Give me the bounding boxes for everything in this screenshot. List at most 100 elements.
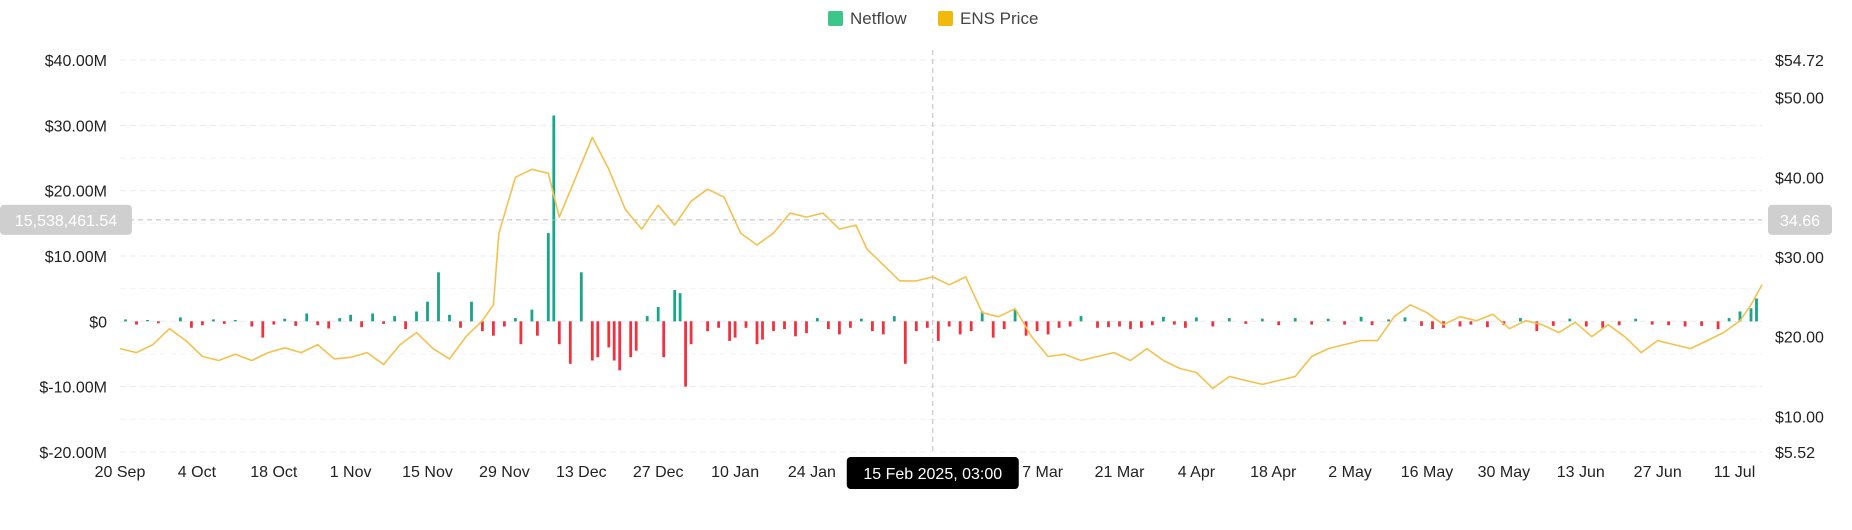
netflow-bar (706, 321, 709, 331)
netflow-bar (1080, 316, 1083, 321)
netflow-bar (349, 315, 352, 322)
x-tick-label: 4 Apr (1178, 464, 1216, 481)
netflow-bar (596, 321, 599, 357)
netflow-bar (234, 320, 237, 321)
grid-lines (120, 60, 1762, 452)
netflow-bar (1470, 321, 1473, 324)
y-left-tick-label: $40.00M (45, 53, 107, 70)
netflow-bar (1750, 308, 1753, 321)
netflow-bar (629, 321, 632, 357)
netflow-bar (1700, 321, 1703, 326)
netflow-bar (1717, 321, 1720, 329)
netflow-bar (1310, 321, 1313, 324)
y-right-tick-label: $50.00 (1775, 91, 1824, 108)
y-left-tick-label: $10.00M (45, 249, 107, 266)
netflow-bar (415, 312, 418, 322)
y-left-tick-label: $30.00M (45, 118, 107, 135)
legend-label: Netflow (850, 9, 907, 28)
netflow-bar (635, 321, 638, 350)
netflow-bar (1151, 321, 1154, 325)
x-tick-label: 20 Sep (95, 464, 146, 481)
netflow-bar (1184, 321, 1187, 328)
netflow-bar (531, 310, 534, 322)
netflow-bar (1096, 321, 1099, 328)
netflow-bar (1486, 321, 1489, 327)
netflow-bar (135, 321, 138, 324)
netflow-bar (1387, 319, 1390, 321)
x-tick-label: 24 Jan (788, 464, 836, 481)
netflow-bar (558, 321, 561, 344)
x-tick-label: 18 Apr (1250, 464, 1297, 481)
netflow-bar (1459, 321, 1462, 326)
netflow-bar (261, 321, 264, 337)
netflow-bar (1244, 321, 1247, 324)
netflow-bar (657, 307, 660, 321)
netflow-bar (547, 233, 550, 321)
netflow-bar (904, 321, 907, 364)
y-left-tick-label: $0 (89, 314, 107, 331)
netflow-bar (1601, 321, 1604, 328)
netflow-bar (283, 319, 286, 322)
netflow-bar (250, 321, 253, 326)
crosshair-date-label: 15 Feb 2025, 03:00 (863, 466, 1002, 483)
netflow-bar (646, 316, 649, 321)
netflow-bar (613, 321, 616, 360)
netflow-bar (1140, 321, 1143, 328)
netflow-bar (1568, 319, 1571, 322)
netflow-bar (992, 321, 995, 337)
netflow-bar (371, 314, 374, 322)
netflow-bar (948, 321, 951, 326)
netflow-bar (1195, 317, 1198, 321)
netflow-bar (1360, 317, 1363, 322)
netflow-bar (272, 321, 275, 324)
netflow-bar (470, 302, 473, 322)
netflow-bar (520, 321, 523, 344)
netflow-bar (1036, 321, 1039, 331)
netflow-bar (1728, 318, 1731, 321)
netflow-bar (1371, 321, 1374, 325)
netflow-bar (1173, 321, 1176, 324)
netflow-bar (426, 302, 429, 322)
netflow-bar (569, 321, 572, 364)
x-tick-label: 18 Oct (250, 464, 298, 481)
netflow-bar (591, 321, 594, 360)
netflow-bar (1162, 317, 1165, 322)
netflow-bar (459, 321, 462, 328)
netflow-bar (1755, 299, 1758, 322)
crosshair-right-label: 34.66 (1780, 213, 1820, 230)
x-tick-label: 15 Nov (402, 464, 453, 481)
netflow-bar (1552, 321, 1555, 326)
netflow-bar (338, 318, 341, 321)
netflow-bar (580, 272, 583, 321)
netflow-bar (1228, 318, 1231, 321)
netflow-bar (552, 116, 555, 322)
x-tick-label: 29 Nov (479, 464, 530, 481)
y-right-tick-label: $10.00 (1775, 409, 1824, 426)
netflow-bar (536, 321, 539, 335)
netflow-bar (1261, 319, 1264, 322)
netflow-bar (607, 321, 610, 347)
netflow-bar (316, 321, 319, 325)
netflow-bar (816, 318, 819, 321)
netflow-bar (717, 321, 720, 328)
netflow-bar (756, 321, 759, 344)
netflow-bar (1667, 321, 1670, 325)
x-tick-label: 4 Oct (178, 464, 217, 481)
x-tick-label: 30 May (1478, 464, 1530, 481)
netflow-bar (684, 321, 687, 386)
x-tick-label: 10 Jan (711, 464, 759, 481)
y-right-tick-label: $30.00 (1775, 250, 1824, 267)
netflow-bar (382, 321, 385, 324)
netflow-bar (327, 321, 330, 328)
netflow-bar (761, 321, 764, 339)
y-right-tick-label: $54.72 (1775, 53, 1824, 70)
y-right-tick-label: $5.52 (1775, 445, 1815, 462)
netflow-bar (1294, 318, 1297, 321)
netflow-bar (1003, 321, 1006, 329)
price-line (120, 137, 1762, 388)
netflow-bar (805, 321, 808, 333)
